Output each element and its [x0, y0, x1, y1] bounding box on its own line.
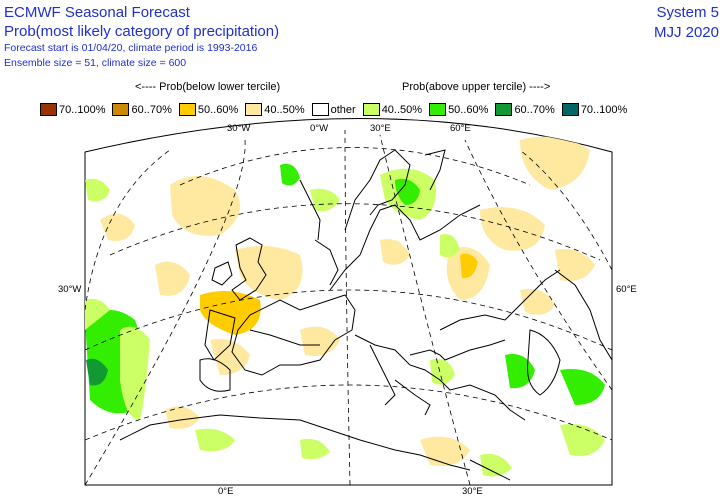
legend-below-heading: <---- Prob(below lower tercile) — [135, 81, 281, 93]
legend-label: other — [330, 103, 356, 116]
legend-swatch — [40, 103, 57, 116]
header-left: ECMWF Seasonal Forecast Prob(most likely… — [4, 3, 279, 71]
legend-swatch — [178, 103, 196, 116]
legend-item: 40..50% — [245, 103, 305, 116]
lon-label-top-30e: 30°E — [370, 123, 391, 134]
legend-item: other — [311, 103, 356, 116]
legend-item: 50..60% — [178, 103, 239, 116]
legend-item: 60..70% — [495, 103, 555, 116]
legend-item: 40..50% — [362, 103, 423, 116]
lon-label-top-60e: 60°E — [450, 123, 471, 134]
legend-swatch — [311, 103, 329, 116]
legend-item: 60..70% — [112, 103, 172, 116]
legend-swatch — [245, 103, 263, 116]
legend-swatch — [495, 103, 513, 116]
legend: 70..100% 60..70% 50..60% 40..50% other 4… — [40, 103, 634, 116]
legend-item: 70..100% — [40, 103, 105, 116]
legend-swatch — [561, 103, 579, 116]
legend-swatch — [112, 103, 130, 116]
page-subtitle: Prob(most likely category of precipitati… — [4, 23, 280, 40]
legend-label: 40..50% — [381, 103, 423, 116]
legend-swatch — [429, 103, 447, 116]
legend-label: 70..100% — [580, 103, 628, 116]
legend-label: 60..70% — [131, 103, 172, 116]
lon-label-left-30w: 30°W — [58, 284, 81, 295]
lon-label-bottom-0e: 0°E — [218, 486, 233, 497]
graticule — [85, 129, 612, 485]
ensemble-info: Ensemble size = 51, climate size = 600 — [4, 57, 187, 69]
lon-label-top-0w: 0°W — [310, 123, 328, 134]
legend-label: 50..60% — [448, 103, 489, 116]
legend-above-heading: Prob(above upper tercile) ----> — [402, 81, 551, 93]
legend-label: 60..70% — [514, 103, 555, 116]
header-right: System 5 MJJ 2020 — [654, 3, 719, 43]
above-tercile-regions — [85, 163, 605, 477]
system-label: System 5 — [656, 4, 719, 21]
lon-label-right-60e: 60°E — [616, 284, 637, 295]
legend-label: 70..100% — [59, 103, 106, 116]
lon-label-bottom-30e: 30°E — [462, 486, 483, 497]
legend-item: 50..60% — [429, 103, 488, 116]
forecast-info: Forecast start is 01/04/20, climate peri… — [4, 42, 258, 54]
coastlines — [119, 149, 612, 481]
lon-label-top-30w: 30°W — [227, 123, 250, 134]
legend-item: 70..100% — [561, 103, 628, 116]
legend-label: 50..60% — [197, 103, 239, 116]
graticule-labels: 30°W 0°W 30°E 60°E 30°W 60°E 0°E 30°E — [58, 123, 637, 497]
page-title: ECMWF Seasonal Forecast — [4, 4, 190, 21]
legend-label: 40..50% — [264, 103, 305, 116]
period-label: MJJ 2020 — [653, 24, 719, 41]
below-tercile-regions — [100, 136, 595, 466]
legend-swatch — [362, 103, 380, 116]
